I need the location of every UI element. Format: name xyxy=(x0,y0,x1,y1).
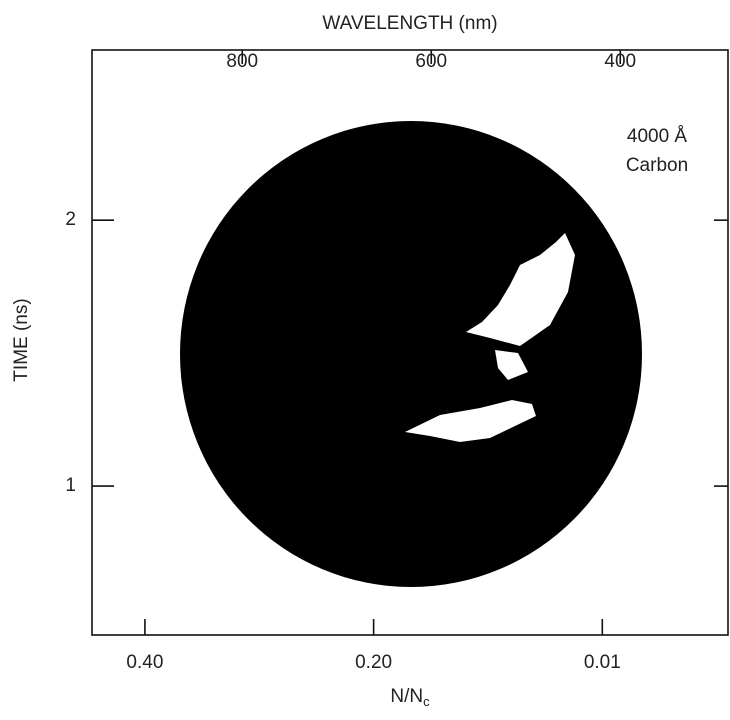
x-axis-title-sub: c xyxy=(423,694,430,709)
x-top-tick-label: 400 xyxy=(604,51,636,72)
intensity-disk xyxy=(180,121,642,587)
x-top-tick-label: 800 xyxy=(226,51,258,72)
x-axis-title: N/Nc xyxy=(390,686,430,709)
y-axis-title: TIME (ns) xyxy=(11,298,32,381)
x-top-tick-label: 600 xyxy=(415,51,447,72)
y-tick-label: 1 xyxy=(65,475,76,496)
x-bottom-tick-label: 0.01 xyxy=(584,652,621,673)
annotation: 4000 Å xyxy=(627,126,688,147)
top-axis-title: WAVELENGTH (nm) xyxy=(322,13,497,34)
annotation: Carbon xyxy=(626,155,688,176)
chart: WAVELENGTH (nm) 4000 Å Carbon TIME (ns) … xyxy=(0,0,730,715)
y-tick-label: 2 xyxy=(65,209,76,230)
x-bottom-tick-label: 0.40 xyxy=(126,652,163,673)
x-axis-title-main: N/N xyxy=(390,686,423,707)
x-bottom-tick-label: 0.20 xyxy=(355,652,392,673)
